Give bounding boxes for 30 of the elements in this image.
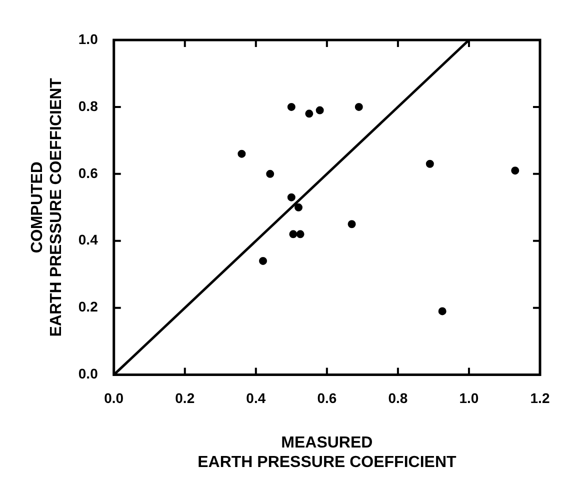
x-tick-label: 0.0 <box>104 390 124 406</box>
y-axis-title: COMPUTED EARTH PRESSURE COEFFICIENT <box>29 78 66 337</box>
y-tick-label: 0.2 <box>78 298 98 315</box>
point <box>238 150 246 158</box>
point <box>294 203 303 212</box>
y-tick-label: 0.8 <box>78 98 98 114</box>
point <box>354 102 363 111</box>
point <box>289 230 298 238</box>
point <box>259 256 268 265</box>
point <box>287 102 296 111</box>
point <box>348 220 356 228</box>
x-tick-label: 0.6 <box>317 390 337 406</box>
x-tick-label: 1.2 <box>530 390 550 406</box>
x-tick-label: 1.0 <box>459 390 479 406</box>
x-tick-label: 0.4 <box>246 390 266 406</box>
x-tick-label: 0.2 <box>175 390 195 406</box>
y-tick-label: 0.6 <box>78 164 98 181</box>
y-tick-label: 0.0 <box>78 366 98 382</box>
point <box>426 160 434 168</box>
point <box>266 170 274 178</box>
y-tick-label: 1.0 <box>78 30 98 47</box>
x-axis-title: MEASURED EARTH PRESSURE COEFFICIENT <box>198 434 456 471</box>
point <box>511 166 520 175</box>
point <box>305 110 314 118</box>
point <box>287 193 296 202</box>
x-tick-label: 0.8 <box>388 390 408 406</box>
point <box>316 106 324 114</box>
y-tick-label: 0.4 <box>78 232 98 248</box>
point <box>296 230 304 238</box>
point <box>438 307 446 316</box>
